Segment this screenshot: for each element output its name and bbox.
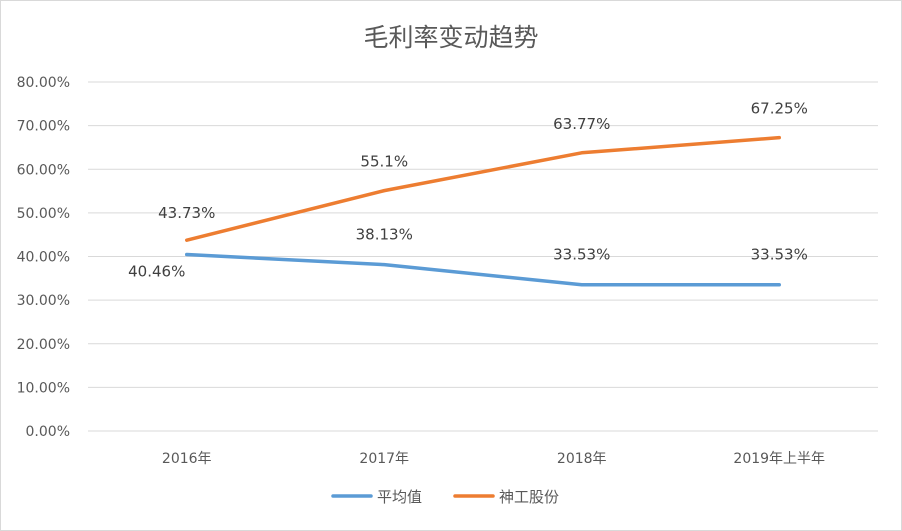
data-label: 40.46% [128, 262, 185, 280]
y-tick-label: 40.00% [17, 250, 70, 266]
data-label: 33.53% [751, 246, 808, 264]
y-tick-label: 80.00% [17, 75, 70, 91]
x-tick-label: 2017年 [359, 451, 409, 467]
data-label: 63.77% [553, 115, 610, 133]
legend: 平均值 神工股份 [331, 488, 559, 506]
y-tick-label: 10.00% [17, 380, 70, 396]
data-label: 38.13% [356, 226, 413, 244]
y-tick-label: 30.00% [17, 293, 70, 309]
x-tick-label: 2018年 [557, 451, 607, 467]
data-label: 67.25% [751, 100, 808, 118]
series-lines [185, 135, 781, 287]
y-tick-label: 20.00% [17, 337, 70, 353]
legend-label: 神工股份 [499, 488, 559, 506]
series-line-2 [185, 135, 781, 242]
data-label: 33.53% [553, 246, 610, 264]
y-tick-label: 0.00% [26, 424, 70, 440]
data-label: 43.73% [158, 204, 215, 222]
data-labels: 40.46% 38.13% 33.53% 33.53% 43.73% 55.1% 63.77… [128, 100, 808, 281]
chart-title: 毛利率变动趋势 [363, 23, 539, 52]
y-tick-label: 60.00% [17, 162, 70, 178]
data-label: 55.1% [360, 153, 408, 171]
y-tick-label: 50.00% [17, 206, 70, 222]
x-tick-label: 2016年 [162, 451, 212, 467]
y-tick-label: 70.00% [17, 119, 70, 135]
legend-label: 平均值 [377, 488, 422, 506]
x-tick-label: 2019年上半年 [733, 451, 825, 467]
gridlines [88, 81, 878, 432]
y-axis-tick-labels: 0.00% 10.00% 20.00% 30.00% 40.00% 50.00% 60.00… [17, 75, 70, 440]
x-axis-tick-labels: 2016年 2017年 2018年 2019年上半年 [162, 451, 825, 467]
series-line-1 [185, 252, 781, 287]
